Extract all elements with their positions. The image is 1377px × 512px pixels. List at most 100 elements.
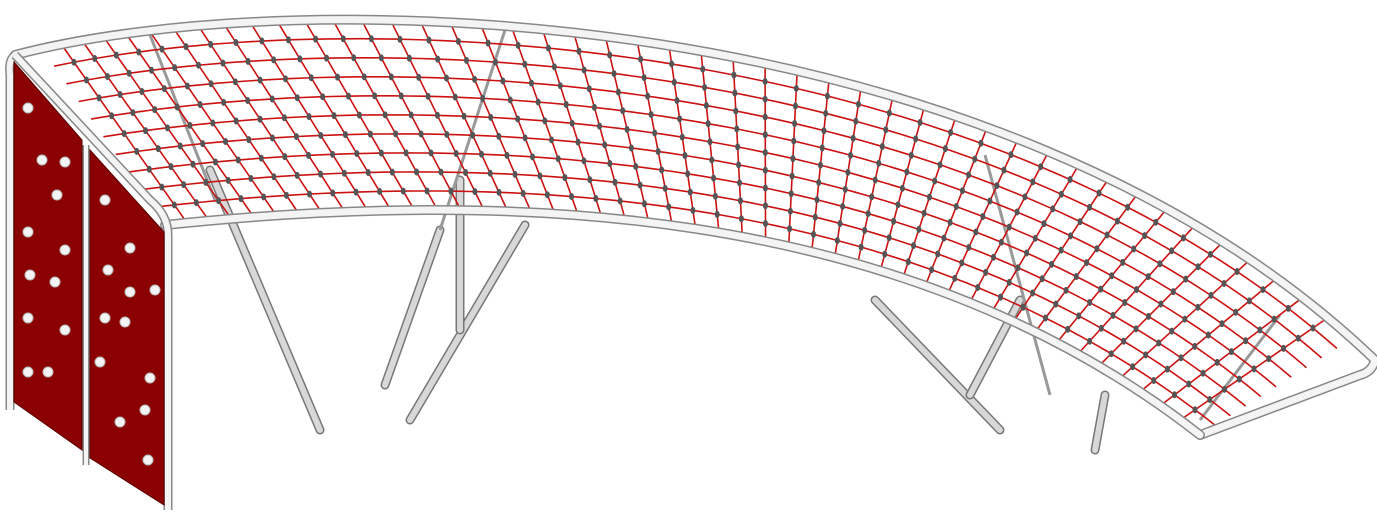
net-node [1200,369,1206,377]
climbing-holds [22,102,161,466]
net-node [84,76,90,84]
net-node [834,237,840,245]
climbing-hold [22,226,34,238]
net-node [987,197,993,205]
climbing-hold [142,454,154,466]
net-node [223,138,229,146]
net-node [1104,231,1110,239]
net-node [545,44,551,52]
net-node [1195,303,1201,311]
net-node [233,39,239,47]
net-node [563,101,569,109]
net-node [677,115,683,123]
climbing-hold [59,156,71,168]
left-post [6,52,17,410]
net-node [1131,245,1137,253]
net-node [733,107,739,115]
support-poles [148,29,1282,455]
net-node [285,36,291,44]
net-node [271,173,277,181]
net-node [1170,288,1176,296]
net-node [690,206,696,214]
net-node [306,113,312,121]
net-node [551,63,557,71]
net-node [512,170,518,178]
net-node [990,253,996,261]
net-node [544,191,550,199]
net-node [1251,365,1257,373]
net-node [1246,297,1252,305]
net-node [814,196,820,204]
net-node [652,129,658,137]
net-node [611,70,617,78]
net-node [703,102,709,110]
pole [407,222,528,423]
net-node [793,84,799,92]
net-node [1183,275,1189,283]
net-node [789,172,795,180]
net-node [389,168,395,176]
net-node [470,131,476,139]
net-node [365,169,371,177]
net-node [257,115,263,123]
net-node [886,109,892,117]
net-node [542,117,548,125]
net-node [891,217,897,225]
net-node [569,192,575,200]
net-node [879,143,885,151]
net-node [235,156,241,164]
net-node [225,176,231,184]
net-node [935,250,941,258]
net-node [882,250,888,258]
net-node [978,139,984,147]
net-node [738,215,744,223]
net-node [269,134,275,142]
net-node [335,73,341,81]
net-node [811,230,817,238]
climbing-hold [22,366,34,378]
climbing-hold [22,312,34,324]
net-node [318,170,324,178]
net-node [1233,308,1239,316]
net-node [397,35,403,43]
net-node [1049,260,1055,268]
tube-frame [5,14,1377,510]
net-node [354,150,360,158]
net-node [707,138,713,146]
net-node [1285,304,1291,312]
net-node [1068,232,1074,240]
net-node [500,77,506,85]
net-node [146,165,152,173]
net-node [522,134,528,142]
net-node [368,35,374,43]
net-node [1228,348,1234,356]
net-node [294,171,300,179]
net-node [1236,375,1242,383]
net-node [372,92,378,100]
net-node [478,150,484,158]
net-node [1094,245,1100,253]
net-node [1172,391,1178,399]
net-node [418,130,424,138]
net-node [1266,355,1272,363]
net-node [975,283,981,291]
net-node [522,60,528,68]
net-node [1006,223,1012,231]
net-node [549,136,555,144]
net-node [331,112,337,120]
net-node [762,184,768,192]
net-node [638,55,644,63]
net-node [983,268,989,276]
net-node [886,234,892,242]
net-node [587,176,593,184]
rope-net [53,19,1338,427]
net-node [788,190,794,198]
net-node [109,112,115,120]
net-node [1014,208,1020,216]
net-node [895,201,901,209]
net-node [821,127,827,135]
net-node [1133,325,1139,333]
net-node [306,151,312,159]
net-node [320,93,326,101]
